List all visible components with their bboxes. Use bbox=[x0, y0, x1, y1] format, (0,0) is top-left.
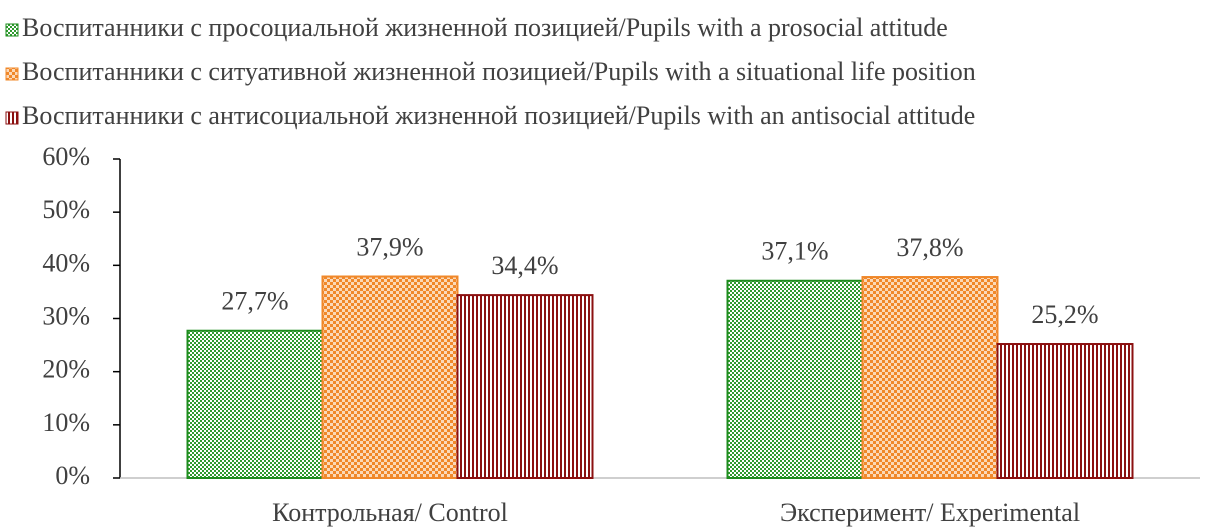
y-tick-label: 40% bbox=[42, 248, 90, 277]
y-tick-label: 0% bbox=[55, 461, 90, 490]
legend-label: Воспитанники с просоциальной жизненной п… bbox=[22, 13, 948, 42]
bar bbox=[321, 275, 459, 479]
value-label: 37,9% bbox=[356, 232, 423, 261]
bar bbox=[726, 279, 864, 480]
y-tick-label: 50% bbox=[42, 195, 90, 224]
value-label: 34,4% bbox=[491, 251, 558, 280]
legend-swatch bbox=[5, 23, 19, 37]
y-tick-label: 20% bbox=[42, 355, 90, 384]
bar bbox=[996, 343, 1134, 479]
x-tick-label: Контрольная/ Control bbox=[272, 498, 508, 527]
value-label: 37,8% bbox=[896, 233, 963, 262]
value-label: 25,2% bbox=[1031, 300, 1098, 329]
legend-swatch bbox=[5, 111, 19, 125]
bar bbox=[861, 276, 999, 479]
y-tick-label: 60% bbox=[42, 142, 90, 171]
y-tick-label: 10% bbox=[42, 408, 90, 437]
legend-label: Воспитанники с ситуативной жизненной поз… bbox=[22, 57, 976, 86]
legend-label: Воспитанники с антисоциальной жизненной … bbox=[22, 101, 975, 130]
value-label: 27,7% bbox=[221, 287, 288, 316]
bar bbox=[456, 294, 594, 479]
y-tick-label: 30% bbox=[42, 301, 90, 330]
x-tick-label: Эксперимент/ Experimental bbox=[780, 498, 1080, 527]
value-label: 37,1% bbox=[761, 237, 828, 266]
bar bbox=[186, 329, 324, 479]
legend-swatch bbox=[5, 67, 19, 81]
